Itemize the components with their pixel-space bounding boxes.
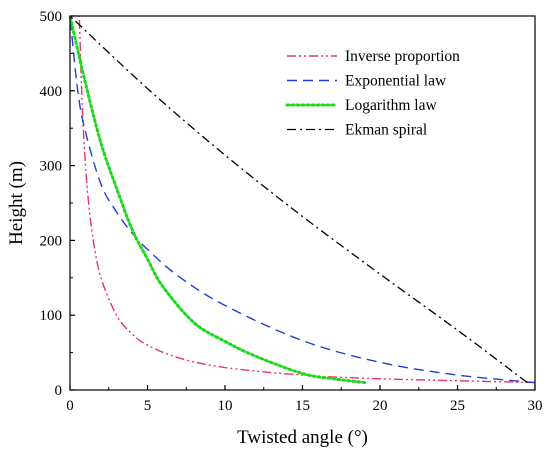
- series-line-logarithm-law: [68, 14, 366, 385]
- y-tick-label: 500: [40, 9, 63, 25]
- y-tick-label: 400: [40, 84, 63, 100]
- x-tick-label: 15: [295, 398, 310, 414]
- legend-label-ekman-spiral: Ekman spiral: [345, 122, 427, 139]
- x-tick-label: 5: [144, 398, 152, 414]
- y-tick-label: 100: [40, 308, 63, 324]
- x-tick-label: 0: [66, 398, 74, 414]
- legend-label-inverse-proportion: Inverse proportion: [345, 48, 460, 65]
- plot-frame: [69, 15, 536, 391]
- legend-label-logarithm-law: Logarithm law: [345, 97, 437, 114]
- x-tick-label: 30: [528, 398, 543, 414]
- x-tick-label: 20: [373, 398, 388, 414]
- x-axis-label: Twisted angle (°): [237, 427, 368, 448]
- x-tick-label: 25: [450, 398, 465, 414]
- series-line-inverse-proportion: [78, 15, 536, 384]
- y-axis-label: Height (m): [6, 161, 27, 245]
- plot-lines: [68, 14, 536, 385]
- legend-label-exponential-law: Exponential law: [345, 73, 447, 90]
- series-line-ekman-spiral: [69, 15, 528, 384]
- legend: Inverse proportion Exponential law Logarit…: [285, 48, 460, 139]
- series-line-exponential-law: [69, 15, 536, 384]
- y-tick-label: 300: [40, 159, 63, 175]
- y-tick-label: 0: [55, 383, 63, 399]
- x-tick-label: 10: [218, 398, 233, 414]
- y-tick-label: 200: [40, 233, 63, 249]
